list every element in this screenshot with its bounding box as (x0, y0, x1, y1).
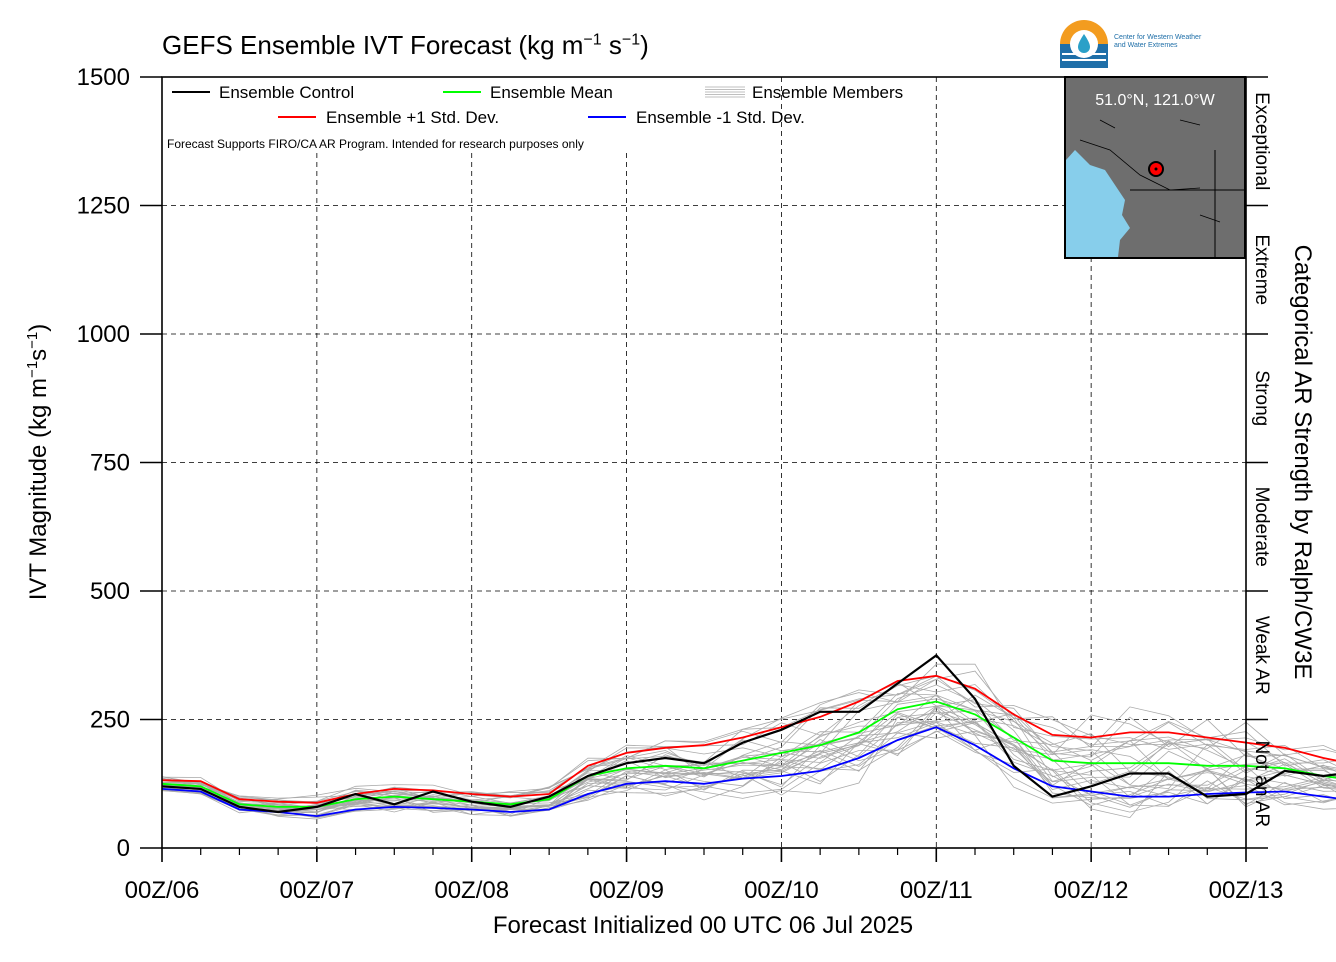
ensemble-member-line (161, 712, 1336, 811)
map-coordinate-label: 51.0°N, 121.0°W (1095, 92, 1215, 109)
y-tick-label: 500 (90, 578, 130, 605)
y-tick-label: 1500 (77, 64, 130, 91)
x-tick-label: 00Z/06 (125, 877, 200, 904)
legend-label: Ensemble Control (219, 83, 354, 102)
series-line-0 (161, 653, 1336, 814)
legend-label: Ensemble -1 Std. Dev. (636, 108, 805, 127)
y-axis-ticks: 0 250 500 750 1000 1250 1500 (77, 64, 162, 862)
y-tick-label: 750 (90, 450, 130, 477)
ensemble-member-line (161, 712, 1336, 816)
ensemble-member-line (161, 705, 1336, 813)
ensemble-members (161, 663, 1336, 820)
logo-text: Center for Western Weather and Water Ext… (1114, 34, 1202, 49)
series-line-1 (161, 700, 1336, 808)
ensemble-member-line (161, 693, 1336, 809)
y-axis-label: IVT Magnitude (kg m−1s−1) (24, 323, 52, 601)
y-tick-label: 0 (117, 835, 130, 862)
map-lake-outline (1099, 119, 1221, 223)
map-border-line (1079, 139, 1201, 191)
y-tick-label: 250 (90, 707, 130, 734)
location-marker-center (1154, 167, 1158, 171)
x-tick-label: 00Z/10 (744, 877, 819, 904)
legend: Ensemble Control Ensemble Mean Ensemble +1… (172, 83, 903, 127)
y-tick-label: 1000 (77, 321, 130, 348)
category-label: Weak AR (1251, 616, 1272, 695)
x-tick-label: 00Z/09 (589, 877, 664, 904)
category-label: Moderate (1251, 487, 1272, 567)
category-label: Not an AR (1251, 740, 1272, 827)
legend-label: Ensemble Mean (490, 83, 613, 102)
category-label: Exceptional (1251, 92, 1272, 190)
ar-category-labels: Not an AR Weak AR Moderate Strong Extreme Exc… (1246, 76, 1272, 849)
ensemble-member-line (161, 730, 1336, 818)
x-tick-label: 00Z/12 (1054, 877, 1129, 904)
series-line-3 (161, 726, 1336, 818)
cw3e-logo: Center for Western Weather and Water Ext… (1058, 18, 1248, 74)
ensemble-member-line (161, 684, 1336, 804)
x-tick-label: 00Z/11 (900, 877, 973, 904)
grid-lines (162, 77, 1246, 848)
x-tick-label: 00Z/07 (279, 877, 354, 904)
chart-title: GEFS Ensemble IVT Forecast (kg m−1 s−1) (162, 30, 649, 60)
ensemble-member-line (161, 693, 1336, 809)
legend-label: Ensemble +1 Std. Dev. (326, 108, 499, 127)
map-inset (1064, 76, 1246, 259)
category-label: Extreme (1251, 234, 1272, 305)
series-lines (161, 653, 1336, 818)
category-label: Strong (1251, 370, 1272, 426)
legend-label: Ensemble Members (752, 83, 903, 102)
x-tick-label: 00Z/13 (1209, 877, 1284, 904)
cw3e-logo-icon (1060, 20, 1108, 68)
series-line-2 (161, 674, 1336, 804)
disclaimer-text: Forecast Supports FIRO/CA AR Program. In… (167, 137, 584, 151)
x-axis-label: Forecast Initialized 00 UTC 06 Jul 2025 (492, 912, 914, 939)
ensemble-member-line (161, 710, 1336, 811)
right-axis-label: Categorical AR Strength by Ralph/CW3E (1289, 244, 1316, 680)
y-tick-label: 1250 (77, 193, 130, 220)
map-ocean (1066, 150, 1130, 257)
x-tick-label: 00Z/08 (434, 877, 509, 904)
x-axis-ticks: 00Z/06 00Z/07 00Z/08 00Z/09 00Z/10 00Z/11 00Z/… (125, 848, 1284, 904)
